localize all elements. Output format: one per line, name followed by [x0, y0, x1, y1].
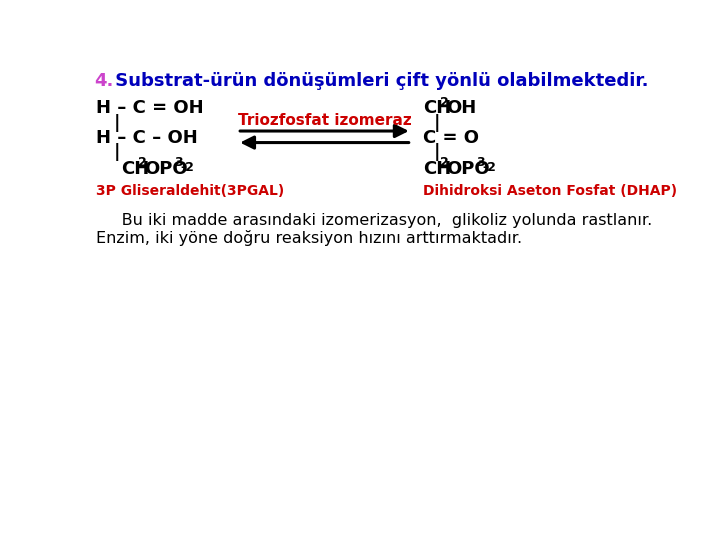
Text: Bu iki madde arasındaki izomerizasyon,  glikoliz yolunda rastlanır.: Bu iki madde arasındaki izomerizasyon, g…	[96, 213, 652, 228]
Text: OH: OH	[446, 99, 477, 117]
Text: 4.: 4.	[94, 72, 114, 91]
Text: -2: -2	[482, 161, 496, 174]
Text: 3P Gliseraldehit(3PGAL): 3P Gliseraldehit(3PGAL)	[96, 184, 284, 198]
Text: -2: -2	[180, 161, 194, 174]
Text: OPO: OPO	[144, 159, 188, 178]
Text: H – C = OH: H – C = OH	[96, 99, 204, 117]
Text: CH: CH	[423, 99, 451, 117]
Text: |: |	[434, 114, 441, 132]
Text: |: |	[434, 143, 441, 161]
Text: Triozfosfat izomeraz: Triozfosfat izomeraz	[238, 113, 411, 128]
Text: H – C – OH: H – C – OH	[96, 129, 198, 147]
Text: 2: 2	[441, 157, 449, 170]
Text: C = O: C = O	[423, 129, 480, 147]
Text: 2: 2	[138, 157, 147, 170]
Text: Enzim, iki yöne doğru reaksiyon hızını arttırmaktadır.: Enzim, iki yöne doğru reaksiyon hızını a…	[96, 231, 522, 246]
Text: Dihidroksi Aseton Fosfat (DHAP): Dihidroksi Aseton Fosfat (DHAP)	[423, 184, 678, 198]
Text: Substrat-ürün dönüşümleri çift yönlü olabilmektedir.: Substrat-ürün dönüşümleri çift yönlü ola…	[109, 72, 648, 91]
Text: CH: CH	[423, 159, 451, 178]
Text: 2: 2	[441, 96, 449, 110]
Text: 3: 3	[174, 157, 182, 170]
Text: CH: CH	[121, 159, 149, 178]
Text: 3: 3	[476, 157, 485, 170]
Text: OPO: OPO	[446, 159, 490, 178]
Text: |: |	[113, 143, 120, 161]
Text: |: |	[113, 114, 120, 132]
